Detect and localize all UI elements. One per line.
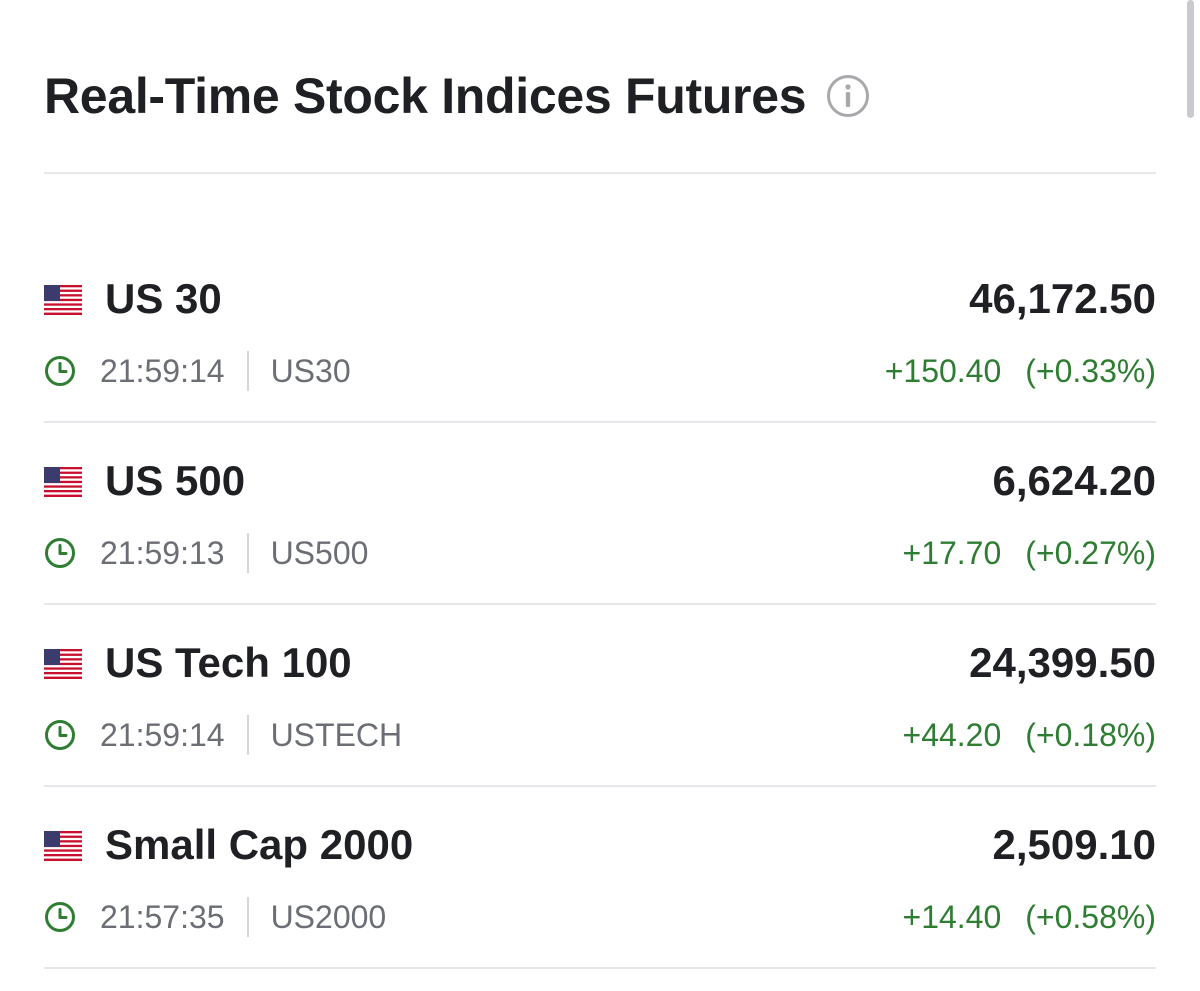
us-flag-icon [44, 649, 82, 679]
index-symbol: US2000 [270, 898, 387, 935]
list-item[interactable]: US Tech 100 24,399.50 21:59:14 USTECH +4… [44, 621, 1156, 803]
index-name[interactable]: US 30 [105, 275, 222, 322]
index-meta: 21:59:14 USTECH [44, 715, 402, 755]
change-percent: (+0.27%) [1025, 534, 1156, 571]
change-percent: (+0.58%) [1025, 898, 1156, 935]
clock-icon [44, 901, 76, 933]
index-price: 46,172.50 [969, 275, 1156, 322]
list-item[interactable]: Small Cap 2000 2,509.10 21:57:35 US2000 … [44, 803, 1156, 985]
separator [246, 533, 249, 573]
change-percent: (+0.18%) [1025, 716, 1156, 753]
change-percent: (+0.33%) [1025, 352, 1156, 389]
us-flag-icon [44, 467, 82, 497]
index-meta: 21:59:14 US30 [44, 351, 351, 391]
update-time: 21:57:35 [100, 898, 225, 935]
separator [246, 351, 249, 391]
change-value: +14.40 [902, 898, 1002, 935]
page-title: Real-Time Stock Indices Futures [44, 68, 807, 124]
scrollbar[interactable] [1187, 0, 1194, 118]
index-price: 6,624.20 [992, 457, 1157, 504]
separator [246, 897, 249, 937]
clock-icon [44, 537, 76, 569]
separator [246, 715, 249, 755]
list-item[interactable]: US 500 6,624.20 21:59:13 US500 +17.70 (+… [44, 439, 1156, 621]
update-time: 21:59:13 [100, 534, 225, 571]
index-change: +14.40 (+0.58%) [903, 897, 1157, 937]
change-value: +150.40 [884, 352, 1002, 389]
index-price: 24,399.50 [969, 639, 1156, 686]
index-meta: 21:59:13 US500 [44, 533, 368, 573]
info-circle-icon[interactable] [826, 74, 870, 118]
us-flag-icon [44, 831, 82, 861]
index-name[interactable]: US Tech 100 [105, 639, 352, 686]
clock-icon [44, 355, 76, 387]
change-value: +17.70 [902, 534, 1002, 571]
us-flag-icon [44, 285, 82, 315]
index-symbol: US30 [270, 352, 351, 389]
page-header: Real-Time Stock Indices Futures [44, 64, 870, 128]
change-value: +44.20 [902, 716, 1002, 753]
indices-list: US 30 46,172.50 21:59:14 US30 +150.40 (+… [44, 257, 1156, 985]
update-time: 21:59:14 [100, 352, 225, 389]
index-change: +17.70 (+0.27%) [903, 533, 1157, 573]
index-change: +150.40 (+0.33%) [885, 351, 1156, 391]
index-price: 2,509.10 [992, 821, 1157, 868]
index-symbol: USTECH [270, 716, 403, 753]
clock-icon [44, 719, 76, 751]
index-name[interactable]: US 500 [105, 457, 246, 504]
update-time: 21:59:14 [100, 716, 225, 753]
index-name[interactable]: Small Cap 2000 [105, 821, 414, 868]
index-symbol: US500 [270, 534, 369, 571]
list-item[interactable]: US 30 46,172.50 21:59:14 US30 +150.40 (+… [44, 257, 1156, 439]
header-divider [44, 172, 1156, 174]
index-meta: 21:57:35 US2000 [44, 897, 386, 937]
index-change: +44.20 (+0.18%) [903, 715, 1157, 755]
